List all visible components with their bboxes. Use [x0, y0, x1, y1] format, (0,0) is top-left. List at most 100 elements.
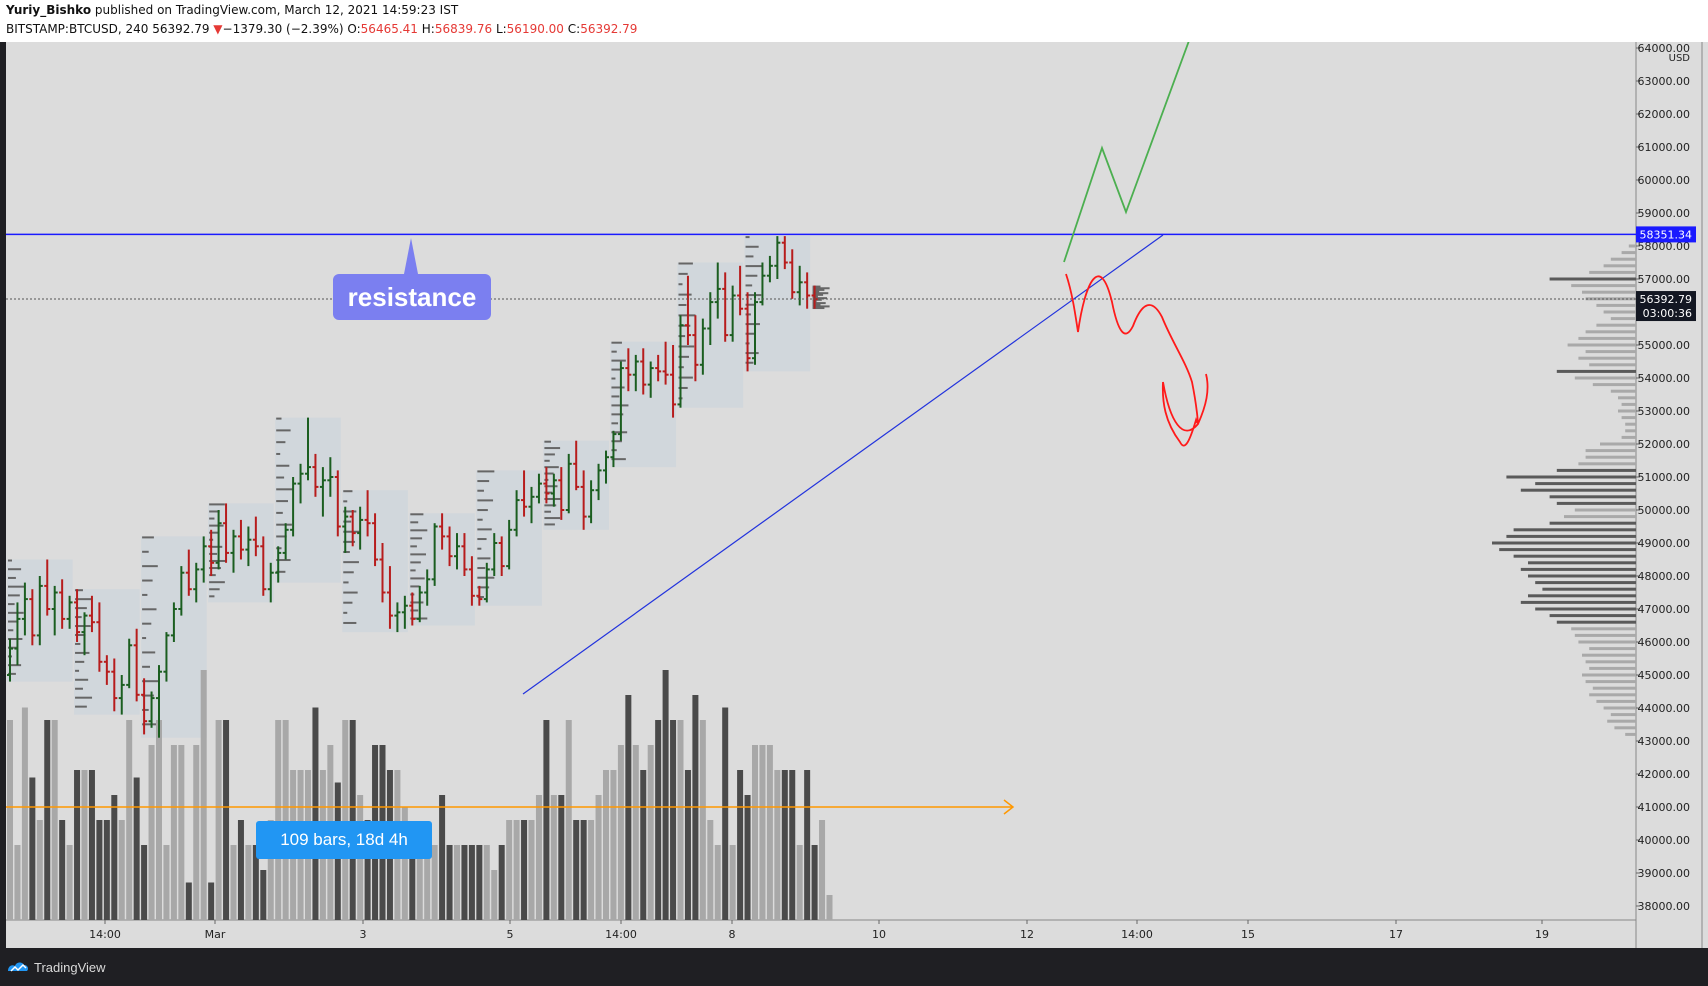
volume-bar — [543, 720, 550, 920]
ohlc-bar — [737, 265, 744, 316]
volume-bar — [483, 845, 490, 920]
volume-bar — [819, 820, 826, 920]
session-profile-row — [75, 660, 85, 663]
date-price-range-label[interactable]: 109 bars, 18d 4h — [256, 821, 432, 859]
session-profile-row — [544, 466, 559, 469]
ohlc-bar — [96, 602, 103, 672]
session-profile-row — [812, 305, 830, 308]
price-tick-label: 48000.00 — [1638, 570, 1691, 583]
session-profile-row — [276, 452, 281, 455]
profile-row — [1585, 350, 1636, 354]
session-profile-row — [8, 594, 20, 597]
ohlc-bar — [51, 585, 58, 636]
session-profile-row — [477, 499, 494, 502]
profile-row — [1574, 376, 1636, 380]
ohlc-bar — [252, 516, 259, 557]
time-axis-background[interactable] — [6, 920, 1636, 948]
volume-bar — [826, 895, 833, 920]
profile-row — [1585, 455, 1636, 459]
volume-bar — [670, 720, 677, 920]
tradingview-brand[interactable]: TradingView — [34, 960, 106, 975]
session-profile-row — [75, 625, 91, 628]
time-axis-ticks: 14:00 Mar 3 5 14:00 8 10 12 14:00 15 17 19 — [89, 920, 1549, 941]
plot-background — [6, 42, 1636, 948]
ohlc-bar — [588, 480, 595, 524]
session-profile-row — [75, 642, 81, 645]
ohlc-bar — [647, 361, 654, 398]
volume-bar — [118, 820, 125, 920]
profile-row — [1621, 402, 1636, 406]
session-profile-row — [343, 500, 348, 503]
resistance-price-text: 58351.34 — [1640, 228, 1693, 241]
symbol-legend: BITSTAMP:BTCUSD, 240 56392.79 ▼−1379.30 … — [6, 22, 637, 36]
profile-row — [1535, 581, 1636, 585]
ohlc-bar — [141, 678, 148, 735]
session-profile-row — [276, 488, 294, 491]
ohlc-bar — [111, 658, 118, 712]
session-profile-row — [611, 377, 616, 380]
volume-bar — [558, 795, 565, 920]
ohlc-bar — [305, 417, 311, 481]
volume-bar — [722, 707, 729, 920]
session-profile-row — [75, 633, 86, 636]
volume-bar — [476, 845, 483, 920]
ohlc-bar — [163, 632, 170, 682]
uptrend-line — [522, 234, 1164, 695]
session-profile-row — [544, 453, 555, 456]
volume-bar — [781, 770, 788, 920]
ohlc-bar — [543, 467, 550, 504]
price-chart[interactable]: 64000.00 63000.00 62000.00 61000.00 60000.00… — [0, 42, 1708, 948]
session-profile-row — [209, 531, 219, 534]
ohlc-bar — [565, 453, 572, 514]
price-tick-label: 52000.00 — [1638, 438, 1691, 451]
volume-bar — [431, 845, 438, 920]
ohlc-bar — [349, 510, 356, 547]
ohlc-bar — [573, 440, 580, 491]
volume-bar — [275, 720, 282, 920]
session-profile-row — [75, 705, 87, 708]
volume-bar — [752, 745, 758, 920]
volume-bar — [424, 845, 431, 920]
time-tick-label: 14:00 — [605, 928, 637, 941]
symbol-label[interactable]: BITSTAMP:BTCUSD, 240 — [6, 22, 149, 36]
profile-row — [1596, 699, 1636, 703]
profile-row — [1589, 666, 1636, 670]
ohlc-bar — [66, 595, 73, 629]
session-profile-row — [142, 622, 152, 625]
profile-row — [1625, 732, 1636, 736]
session-profile-row — [812, 302, 826, 305]
profile-row — [1589, 363, 1636, 367]
high-value: 56839.76 — [434, 22, 493, 36]
profile-row — [1549, 495, 1636, 499]
price-tick-label: 40000.00 — [1638, 834, 1691, 847]
session-profile-row — [477, 480, 490, 483]
close-label: C: — [567, 22, 581, 36]
ohlc-bar — [692, 315, 699, 382]
ohlc-bar — [640, 348, 647, 395]
time-tick-label: 10 — [872, 928, 886, 941]
volume-bar — [796, 845, 803, 920]
session-profile-row — [745, 323, 760, 326]
price-tick-label: 61000.00 — [1638, 141, 1691, 154]
resistance-callout[interactable]: resistance — [333, 274, 491, 320]
volume-bar — [684, 770, 691, 920]
volume-bar — [789, 770, 796, 920]
session-profile-row — [8, 603, 15, 606]
session-profile-row — [812, 285, 821, 288]
price-tick-label: 51000.00 — [1638, 471, 1691, 484]
profile-row — [1506, 475, 1636, 479]
session-profile-row — [343, 561, 359, 564]
drawings[interactable] — [6, 42, 1636, 815]
profile-row — [1585, 330, 1636, 334]
profile-row — [1578, 462, 1636, 466]
volume-bar — [7, 720, 13, 920]
ohlc-bar — [662, 341, 669, 385]
session-profile-row — [812, 303, 821, 306]
author-name[interactable]: Yuriy_Bishko — [6, 3, 92, 17]
tradingview-logo-icon[interactable] — [6, 959, 30, 979]
session-profile-row — [209, 567, 221, 570]
ohlc-bar — [468, 556, 475, 606]
price-axis-background[interactable] — [1636, 42, 1708, 948]
ohlc-bar — [409, 592, 416, 626]
ohlc-bar — [699, 318, 706, 375]
